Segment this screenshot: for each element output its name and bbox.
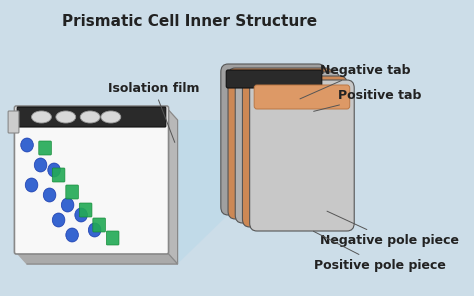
FancyBboxPatch shape	[228, 68, 333, 219]
FancyBboxPatch shape	[93, 218, 105, 232]
Text: Prismatic Cell Inner Structure: Prismatic Cell Inner Structure	[62, 14, 317, 29]
Polygon shape	[167, 108, 178, 264]
Circle shape	[48, 163, 60, 177]
Text: Negative tab: Negative tab	[300, 64, 410, 99]
Ellipse shape	[101, 111, 121, 123]
FancyBboxPatch shape	[235, 72, 340, 223]
Text: Positive pole piece: Positive pole piece	[313, 231, 446, 271]
FancyBboxPatch shape	[250, 80, 354, 231]
FancyBboxPatch shape	[226, 70, 322, 88]
Text: Negative pole piece: Negative pole piece	[320, 211, 459, 247]
Polygon shape	[178, 120, 243, 264]
Circle shape	[21, 138, 33, 152]
FancyBboxPatch shape	[66, 185, 78, 199]
Circle shape	[75, 208, 87, 222]
Text: Isolation film: Isolation film	[108, 81, 200, 142]
Circle shape	[34, 158, 47, 172]
Circle shape	[66, 228, 78, 242]
Circle shape	[43, 188, 56, 202]
Circle shape	[88, 223, 101, 237]
Ellipse shape	[80, 111, 100, 123]
FancyBboxPatch shape	[221, 64, 325, 215]
FancyBboxPatch shape	[8, 111, 19, 133]
Circle shape	[61, 198, 74, 212]
FancyBboxPatch shape	[52, 168, 65, 182]
FancyBboxPatch shape	[106, 231, 119, 245]
FancyBboxPatch shape	[243, 76, 347, 227]
Circle shape	[25, 178, 38, 192]
FancyBboxPatch shape	[79, 203, 92, 217]
Ellipse shape	[32, 111, 51, 123]
Polygon shape	[16, 252, 178, 264]
FancyBboxPatch shape	[254, 85, 350, 109]
FancyBboxPatch shape	[17, 107, 166, 127]
Circle shape	[52, 213, 65, 227]
FancyBboxPatch shape	[14, 106, 169, 254]
Ellipse shape	[56, 111, 76, 123]
FancyBboxPatch shape	[39, 141, 51, 155]
Text: Positive tab: Positive tab	[314, 89, 421, 111]
